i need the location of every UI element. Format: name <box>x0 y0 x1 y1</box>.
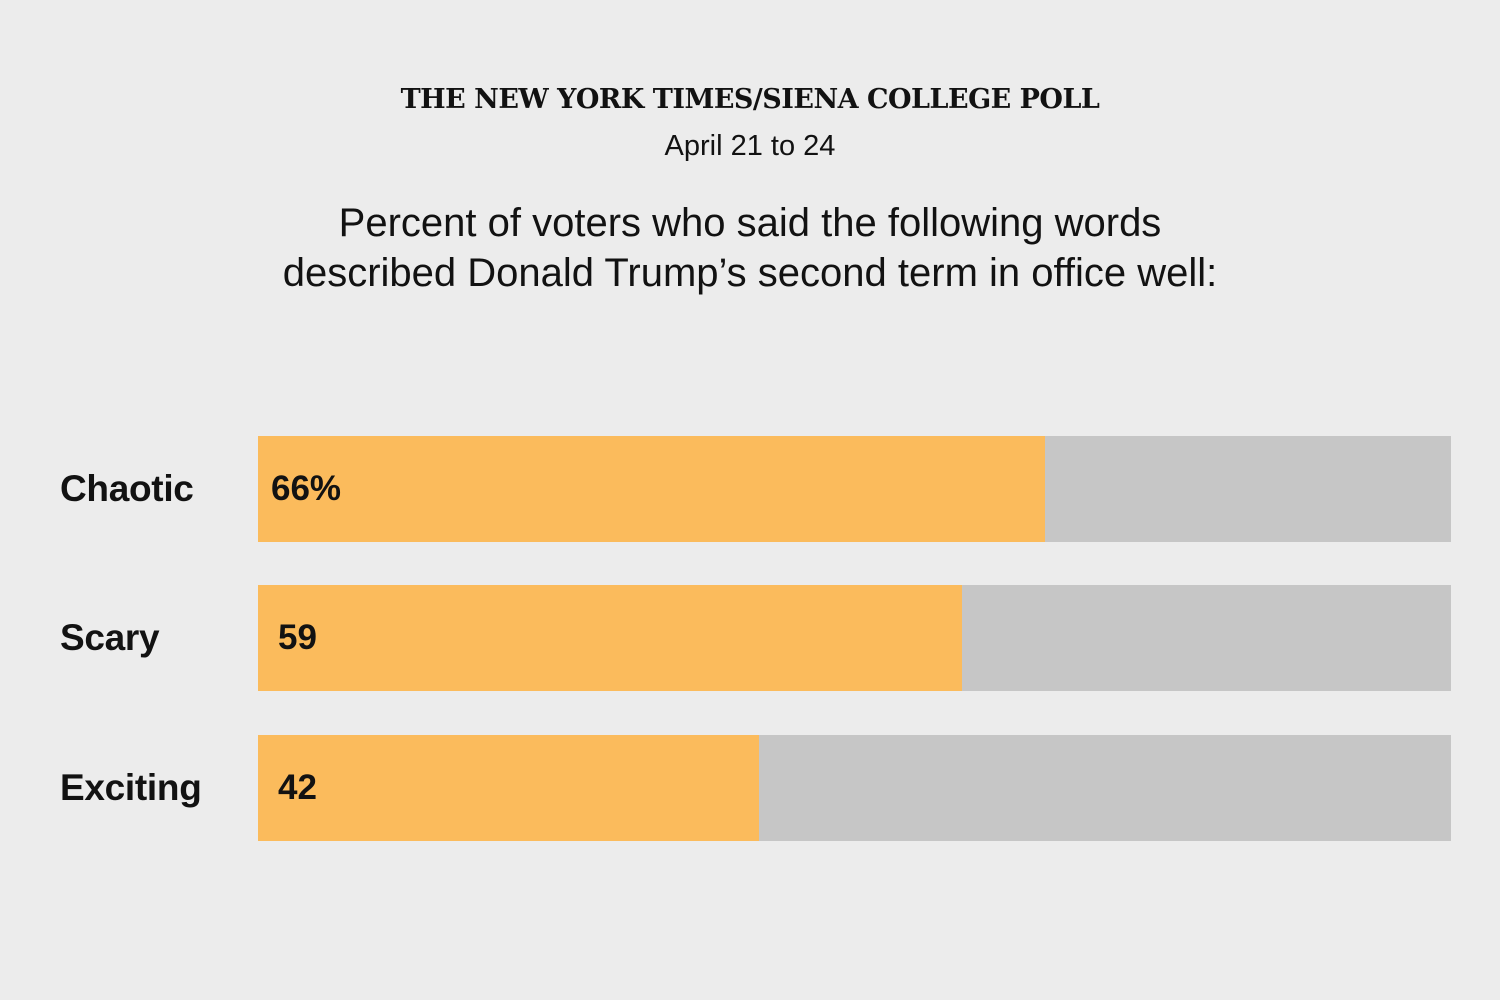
category-label-chaotic: Chaotic <box>60 468 194 509</box>
bar-scary <box>258 585 962 691</box>
bar-exciting <box>258 735 760 841</box>
bar-track-chaotic: 66% <box>258 436 1451 542</box>
poll-source: THE NEW YORK TIMES/SIENA COLLEGE POLL <box>400 84 1100 115</box>
category-label-exciting: Exciting <box>60 767 202 808</box>
category-label-scary: Scary <box>60 617 160 658</box>
bar-track-exciting: 42 <box>258 735 1451 841</box>
question-line-1: Percent of voters who said the following… <box>338 201 1162 245</box>
question-line-2: described Donald Trump’s second term in … <box>282 251 1218 295</box>
value-label-chaotic: 66% <box>271 469 342 508</box>
value-label-exciting: 42 <box>278 768 317 807</box>
value-label-scary: 59 <box>278 618 317 657</box>
bar-chaotic <box>258 436 1046 542</box>
bar-track-scary: 59 <box>258 585 1451 691</box>
chart-question: Percent of voters who said the following… <box>0 198 1500 298</box>
poll-dates: April 21 to 24 <box>664 130 836 162</box>
